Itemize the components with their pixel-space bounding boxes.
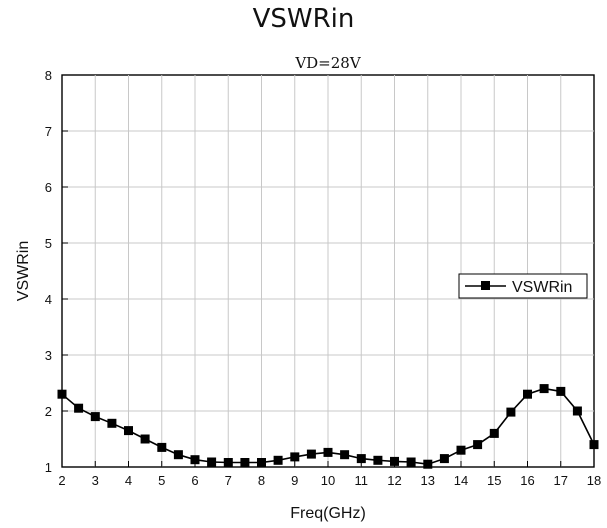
x-tick-label: 17: [554, 473, 568, 488]
y-tick-label: 1: [45, 460, 52, 475]
y-tick-label: 5: [45, 236, 52, 251]
data-point-marker: [390, 456, 399, 466]
data-point-marker: [124, 426, 133, 436]
data-point-marker: [173, 450, 183, 460]
x-tick-label: 13: [421, 473, 435, 488]
data-point-marker: [140, 434, 150, 444]
data-point-marker: [74, 403, 84, 413]
x-tick-label: 15: [487, 473, 501, 488]
x-tick-label: 14: [454, 473, 468, 488]
data-point-marker: [556, 386, 566, 396]
data-point-marker: [356, 454, 366, 464]
data-point-marker: [473, 440, 483, 450]
chart-subtitle: VD=28V: [294, 54, 362, 72]
data-point-marker: [523, 389, 532, 399]
x-tick-label: 12: [387, 473, 401, 488]
data-point-marker: [489, 428, 499, 438]
y-ticks: 1 2 3 4 5 6 7 8: [45, 68, 68, 475]
data-point-marker: [107, 418, 117, 428]
legend: VSWRin: [458, 273, 588, 299]
x-tick-label: 7: [225, 473, 232, 488]
data-point-marker: [456, 445, 466, 455]
data-point-marker: [290, 452, 300, 462]
y-tick-label: 3: [45, 348, 52, 363]
data-point-marker: [506, 407, 516, 417]
x-tick-label: 2: [58, 473, 65, 488]
data-point-marker: [539, 384, 549, 394]
data-point-marker: [257, 458, 266, 467]
data-point-marker: [406, 457, 416, 467]
x-tick-label: 3: [92, 473, 99, 488]
y-tick-label: 4: [45, 292, 52, 307]
data-point-marker: [423, 459, 433, 469]
x-tick-label: 6: [191, 473, 198, 488]
data-point-marker: [207, 457, 217, 467]
x-tick-label: 18: [587, 473, 601, 488]
data-point-marker: [323, 447, 333, 457]
legend-marker: [481, 281, 490, 290]
x-tick-label: 9: [291, 473, 298, 488]
x-tick-label: 10: [321, 473, 335, 488]
data-point-marker: [439, 454, 449, 464]
legend-label: VSWRin: [512, 279, 572, 296]
y-axis-label: VSWRin: [15, 241, 32, 301]
grid-lines: [62, 75, 594, 467]
x-tick-label: 8: [258, 473, 265, 488]
data-point-marker: [57, 389, 67, 399]
data-point-marker: [157, 442, 167, 452]
data-point-marker: [240, 458, 250, 467]
page-title: VSWRin: [252, 4, 355, 34]
x-tick-label: 11: [355, 473, 369, 488]
y-tick-label: 7: [45, 124, 52, 139]
x-tick-label: 5: [158, 473, 165, 488]
data-point-marker: [223, 458, 233, 467]
data-point-marker: [306, 449, 316, 459]
vswrin-markers: [57, 384, 599, 469]
x-tick-label: 16: [520, 473, 534, 488]
data-point-marker: [273, 455, 283, 465]
data-point-marker: [373, 455, 383, 465]
data-point-marker: [190, 455, 200, 465]
x-axis-label: Freq(GHz): [290, 505, 366, 522]
data-point-marker: [572, 406, 582, 416]
data-point-marker: [90, 412, 100, 422]
x-ticks: 2 3 4 5 6 7 8 9 10 11 12 13 14 15 16 17 18: [58, 461, 601, 488]
y-tick-label: 8: [45, 68, 52, 83]
y-tick-label: 2: [45, 404, 52, 419]
y-tick-label: 6: [45, 180, 52, 195]
data-point-marker: [340, 450, 350, 460]
x-tick-label: 4: [125, 473, 132, 488]
data-point-marker: [589, 440, 599, 450]
